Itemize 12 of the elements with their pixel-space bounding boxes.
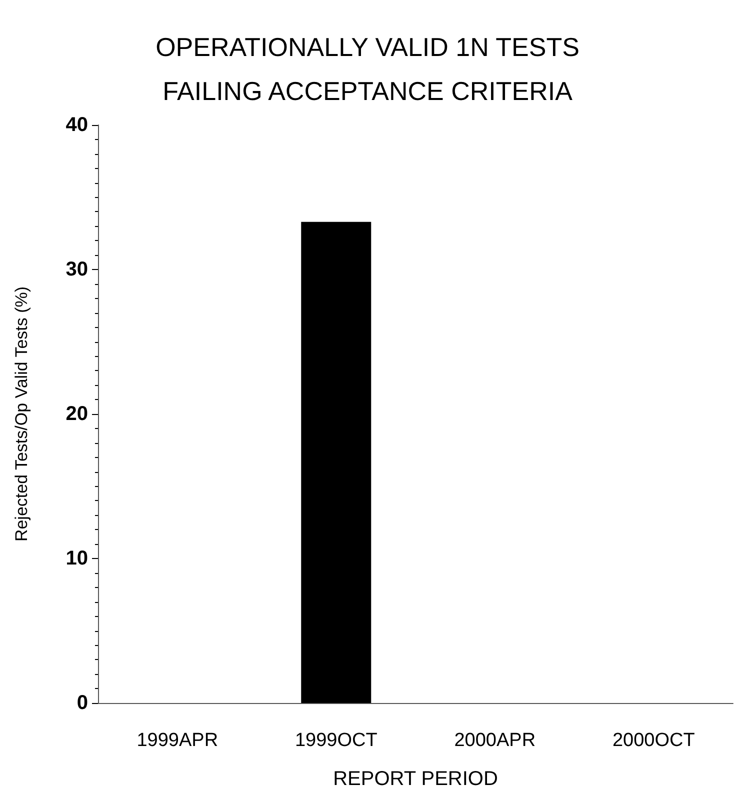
y-tick-label: 10 xyxy=(66,548,88,570)
x-tick-label: 2000OCT xyxy=(612,730,696,751)
y-tick-label: 20 xyxy=(66,403,88,425)
x-tick-label: 1999APR xyxy=(136,730,218,751)
x-axis-title: REPORT PERIOD xyxy=(333,768,498,790)
y-tick-label: 40 xyxy=(66,114,88,136)
x-tick-label: 1999OCT xyxy=(294,730,378,751)
y-tick-label: 30 xyxy=(66,258,88,280)
y-tick-label: 0 xyxy=(76,692,88,714)
x-tick-label: 2000APR xyxy=(454,730,536,751)
y-axis-title: Rejected Tests/Op Valid Tests (%) xyxy=(12,286,31,542)
chart-title: OPERATIONALLY VALID 1N TESTS FAILING ACCEPTANCE CRITERIA xyxy=(156,32,580,106)
